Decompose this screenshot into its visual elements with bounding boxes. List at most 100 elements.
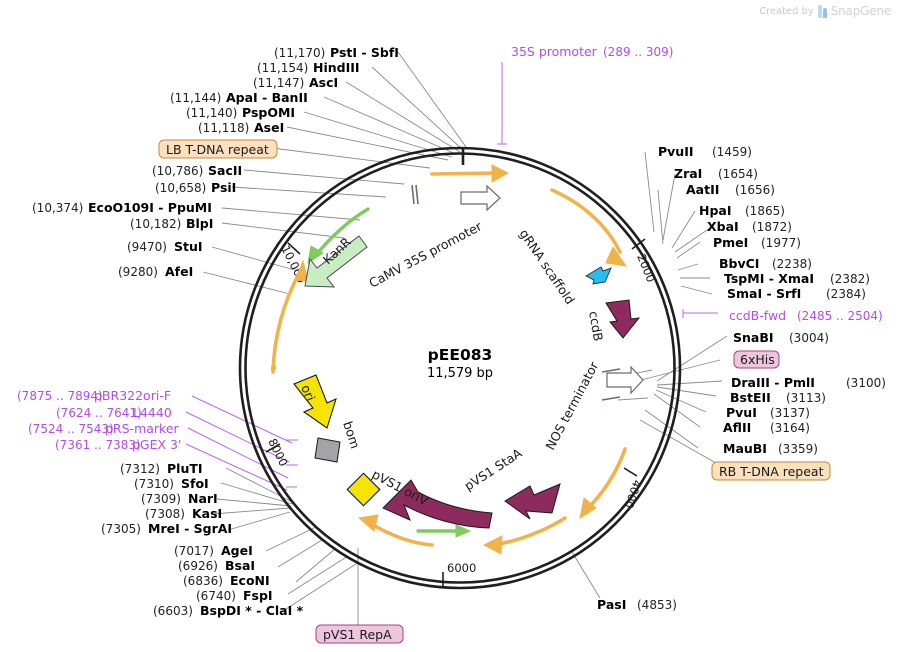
feature-shape-camv35s-promoter[interactable] (411, 184, 501, 212)
primer-label[interactable]: (7524 .. 7543) pRS-marker (28, 421, 180, 436)
site-label[interactable]: HpaI (1865) (699, 203, 785, 218)
site-label[interactable]: (6836) EcoNI (183, 573, 270, 588)
svg-text:(7017): (7017) (174, 544, 214, 558)
svg-text:(1459): (1459) (712, 145, 752, 159)
site-label[interactable]: AflII (3164) (723, 420, 810, 435)
svg-text:(6926): (6926) (178, 559, 218, 573)
site-label[interactable]: AatII (1656) (686, 182, 775, 197)
svg-text:HindIII: HindIII (313, 60, 360, 75)
tick-label-4000: 4000 (622, 478, 645, 510)
boxed-label-pvs1-repa[interactable]: pVS1 RepA (315, 624, 404, 644)
site-label[interactable]: (11,147) AscI (253, 75, 338, 90)
svg-text:(7361 .. 7383): (7361 .. 7383) (55, 438, 141, 452)
site-label[interactable]: (7312) PluTI (120, 461, 203, 476)
boxed-label-6xhis[interactable]: 6xHis (733, 350, 780, 369)
svg-text:(1654): (1654) (718, 167, 758, 181)
purple-labels-left-group: (7875 .. 7894) pBR322ori-F (7624 .. 7641… (17, 388, 181, 452)
feature-shape-pvs1-repa[interactable] (382, 479, 493, 529)
svg-text:pRS-marker: pRS-marker (105, 421, 180, 436)
feature-shape-grna-scaffold[interactable] (585, 266, 612, 285)
svg-text:ApaI - BanII: ApaI - BanII (226, 90, 308, 105)
svg-text:(7309): (7309) (141, 492, 181, 506)
svg-text:(3164): (3164) (770, 421, 810, 435)
svg-text:FspI: FspI (243, 588, 273, 603)
site-label[interactable]: (11,118) AseI (198, 120, 284, 135)
svg-text:(4853): (4853) (637, 598, 677, 612)
site-label[interactable]: (7310) SfoI (134, 476, 209, 491)
site-label[interactable]: DraIII - PmlI (3100) (731, 375, 886, 390)
site-label[interactable]: SnaBI (3004) (733, 330, 829, 345)
svg-text:PvuI: PvuI (726, 405, 757, 420)
feature-label-grna-scaffold: gRNA scaffold (517, 226, 578, 307)
site-label[interactable]: (11,154) HindIII (257, 60, 360, 75)
site-label[interactable]: MauBI (3359) (723, 441, 818, 456)
site-label-pasi[interactable]: PasI (4853) (597, 597, 677, 612)
primer-label[interactable]: (7624 .. 7641) L4440 (56, 405, 172, 420)
credit-brand: SnapGene (830, 4, 891, 18)
site-label[interactable]: BstEII (3113) (730, 390, 826, 405)
feature-shape-pvs1-oriv[interactable] (346, 472, 381, 507)
boxed-label-rb-tdna-repeat[interactable]: RB T-DNA repeat (711, 461, 831, 481)
primer-label[interactable]: (7361 .. 7383) pGEX 3' (55, 437, 181, 452)
primer-label-35s-promoter[interactable]: 35S promoter (289 .. 309) (497, 44, 673, 145)
feature-label-pvs1-staa: pVS1 StaA (461, 445, 524, 493)
site-label[interactable]: PvuI (3137) (726, 405, 810, 420)
svg-text:KasI: KasI (192, 506, 222, 521)
svg-text:MauBI: MauBI (723, 441, 767, 456)
site-label[interactable]: BbvCI (2238) (719, 256, 812, 271)
sites-right-upper-group: PvuII (1459) ZraI (1654) AatII (1656) Hp… (658, 144, 870, 301)
svg-text:SacII: SacII (208, 163, 242, 178)
svg-text:AfeI: AfeI (165, 264, 193, 279)
site-label[interactable]: (10,786) SacII (152, 163, 242, 178)
svg-text:(10,374): (10,374) (32, 201, 83, 215)
primer-label[interactable]: (7875 .. 7894) pBR322ori-F (17, 388, 171, 403)
site-label[interactable]: (6740) FspI (196, 588, 273, 603)
svg-text:(11,144): (11,144) (170, 91, 221, 105)
site-label[interactable]: (9470) StuI (127, 239, 203, 254)
site-label[interactable]: PvuII (1459) (658, 144, 752, 159)
site-label[interactable]: (9280) AfeI (118, 264, 193, 279)
site-label[interactable]: (6926) BsaI (178, 558, 255, 573)
svg-text:(7305): (7305) (101, 522, 141, 536)
primer-label-ccdb-fwd[interactable]: ccdB-fwd (2485 .. 2504) (729, 308, 883, 323)
site-label[interactable]: PmeI (1977) (713, 235, 801, 250)
site-label[interactable]: (7309) NarI (141, 491, 218, 506)
site-label[interactable]: (10,658) PsiI (155, 180, 236, 195)
site-label[interactable]: (7308) KasI (145, 506, 222, 521)
site-label[interactable]: (11,170) PstI - SbfI (274, 45, 399, 60)
site-label[interactable]: XbaI (1872) (707, 219, 792, 234)
svg-text:BstEII: BstEII (730, 390, 771, 405)
site-label[interactable]: (10,182) BlpI (130, 216, 213, 231)
svg-text:BsaI: BsaI (225, 558, 255, 573)
svg-text:(1977): (1977) (761, 236, 801, 250)
site-label[interactable]: (6603) BspDI * - ClaI * (153, 603, 304, 618)
feature-shape-pvs1-staa[interactable] (504, 483, 561, 520)
feature-shape-kanr[interactable] (304, 235, 368, 288)
site-label[interactable]: ZraI (1654) (674, 166, 758, 181)
svg-text:XbaI: XbaI (707, 219, 739, 234)
boxed-label-lb-tdna-repeat[interactable]: LB T-DNA repeat (158, 139, 278, 159)
svg-text:RB T-DNA repeat: RB T-DNA repeat (719, 464, 824, 479)
svg-text:AscI: AscI (309, 75, 338, 90)
site-label[interactable]: (11,144) ApaI - BanII (170, 90, 308, 105)
site-label[interactable]: (10,374) EcoO109I - PpuMI (32, 200, 212, 215)
feature-shape-ccdb[interactable] (605, 299, 641, 339)
svg-text:AseI: AseI (254, 120, 284, 135)
sites-left-lower-group: (7312) PluTI (7310) SfoI (7309) NarI (73… (101, 461, 304, 618)
svg-text:MreI - SgrAI: MreI - SgrAI (148, 521, 232, 536)
feature-shape-bom[interactable] (314, 437, 341, 463)
site-label[interactable]: (7305) MreI - SgrAI (101, 521, 232, 536)
site-label[interactable]: (7017) AgeI (174, 543, 253, 558)
feature-shape-nos-terminator[interactable] (601, 365, 644, 401)
svg-text:6xHis: 6xHis (740, 352, 775, 367)
svg-text:PasI: PasI (597, 597, 626, 612)
svg-text:(11,154): (11,154) (257, 61, 308, 75)
site-label[interactable]: TspMI - XmaI (2382) (724, 271, 870, 286)
feature-label-ori: ori (298, 383, 318, 404)
site-label[interactable]: SmaI - SrfI (2384) (727, 286, 866, 301)
svg-text:(2485 .. 2504): (2485 .. 2504) (797, 309, 883, 323)
svg-text:(11,147): (11,147) (253, 76, 304, 90)
arc-bottom-left (357, 514, 434, 547)
feature-shape-ori[interactable] (293, 374, 337, 429)
site-label[interactable]: (11,140) PspOMI (186, 105, 295, 120)
